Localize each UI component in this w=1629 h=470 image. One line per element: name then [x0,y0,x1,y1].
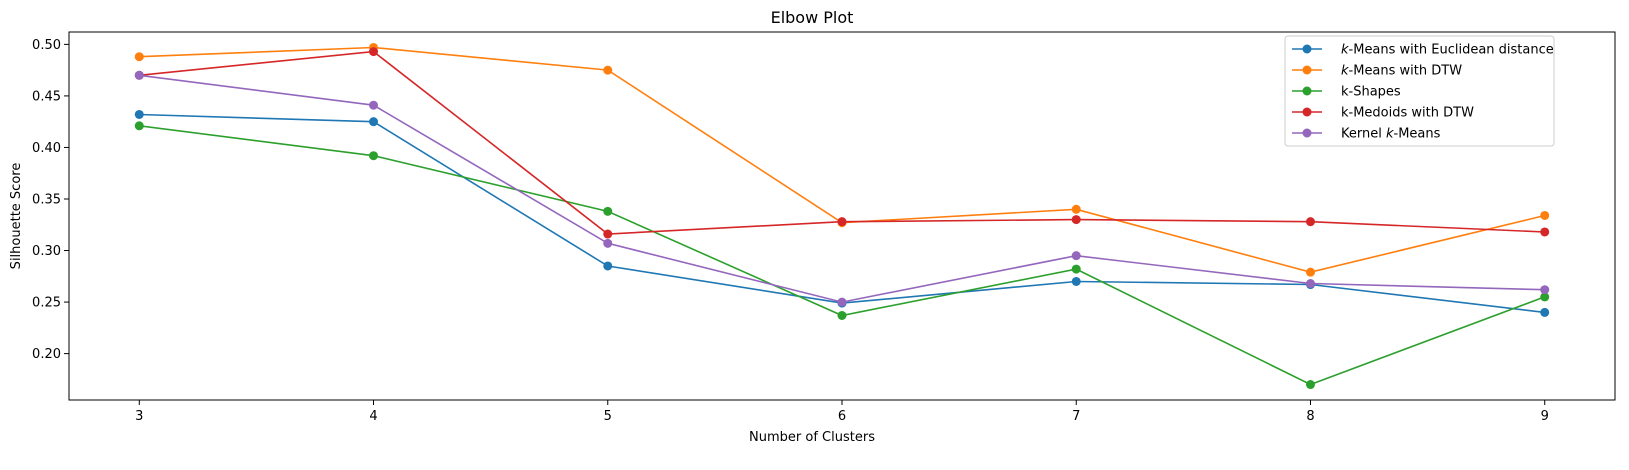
y-tick-label: 0.40 [32,141,61,156]
data-point [603,261,613,271]
series-3 [134,121,1550,390]
legend-label: k-Medoids with DTW [1341,106,1474,121]
data-point [603,65,613,75]
chart-title: Elbow Plot [771,8,854,27]
y-tick-label: 0.30 [32,244,61,259]
y-tick-label: 0.50 [32,38,61,53]
data-point [603,238,613,248]
data-point [369,100,379,110]
y-axis: 0.20 0.25 0.30 0.35 0.40 0.45 0.50 [32,38,69,362]
legend-marker [1302,107,1312,117]
x-axis: 3 4 5 6 7 8 9 [135,400,1549,424]
legend-marker [1302,44,1312,54]
data-point [369,151,379,161]
data-point [134,52,144,62]
y-tick-label: 0.25 [32,296,61,311]
y-axis-title: Silhouette Score [9,163,24,270]
data-point [1305,279,1315,289]
series-line [139,125,1545,386]
legend-box [1284,35,1555,147]
x-tick-label: 8 [1306,409,1314,424]
data-point [369,47,379,57]
data-point [1540,307,1550,317]
x-tick-label: 6 [838,409,846,424]
data-point [837,297,847,307]
data-point [837,310,847,320]
x-tick-label: 4 [369,409,377,424]
series-layer [134,42,1550,390]
legend-label: k-Means with DTW [1341,64,1462,79]
legend-marker [1302,65,1312,75]
data-point [1071,276,1081,286]
data-point [837,217,847,227]
data-point [1305,267,1315,277]
data-point [134,109,144,119]
legend-label: Kernel k-Means [1341,127,1441,142]
data-point [1071,204,1081,214]
y-tick-label: 0.35 [32,192,61,207]
x-tick-label: 7 [1072,409,1080,424]
series-5 [134,70,1550,307]
data-point [1540,285,1550,295]
x-tick-label: 9 [1541,409,1549,424]
x-tick-label: 3 [135,409,143,424]
legend-label: k-Shapes [1341,85,1401,100]
data-point [369,117,379,127]
data-point [1071,215,1081,225]
data-point [1071,251,1081,261]
data-point [1071,264,1081,274]
x-axis-title: Number of Clusters [749,430,875,445]
data-point [603,206,613,216]
data-point [1305,380,1315,390]
legend-marker [1302,128,1312,138]
data-point [1540,292,1550,302]
data-point [134,121,144,131]
legend-marker [1302,86,1312,96]
series-4 [134,47,1550,239]
data-point [1540,227,1550,237]
x-tick-label: 5 [604,409,612,424]
y-tick-label: 0.20 [32,347,61,362]
data-point [1305,217,1315,227]
data-point [1540,210,1550,220]
y-tick-label: 0.45 [32,89,61,104]
data-point [134,70,144,80]
legend: k-Means with Euclidean distance k-Means w… [1284,35,1555,147]
legend-label: k-Means with Euclidean distance [1341,43,1554,58]
data-point [603,229,613,239]
